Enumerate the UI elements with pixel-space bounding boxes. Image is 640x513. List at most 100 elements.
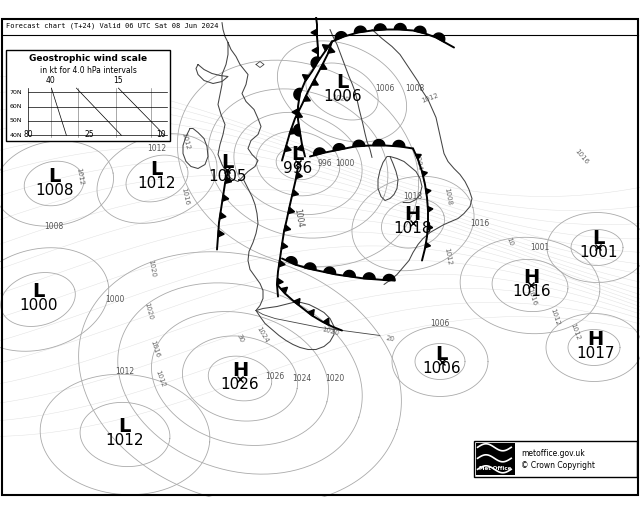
Polygon shape <box>328 47 335 53</box>
Text: 1012: 1012 <box>549 307 561 326</box>
Text: 1012: 1012 <box>154 369 166 388</box>
Text: 1012: 1012 <box>569 322 581 341</box>
Polygon shape <box>394 24 406 30</box>
Text: 1018: 1018 <box>394 222 432 236</box>
Text: 1012: 1012 <box>115 367 134 376</box>
Text: 10: 10 <box>157 130 166 140</box>
Text: 1016: 1016 <box>180 187 190 206</box>
Text: 1026: 1026 <box>221 378 259 392</box>
Text: 70N: 70N <box>10 90 22 94</box>
Polygon shape <box>294 299 300 305</box>
Bar <box>476 443 515 476</box>
Text: 1016: 1016 <box>470 219 490 228</box>
Polygon shape <box>294 88 301 100</box>
Text: 80: 80 <box>24 130 33 140</box>
Text: 996: 996 <box>283 162 312 176</box>
Polygon shape <box>314 148 326 155</box>
Polygon shape <box>323 318 329 325</box>
Polygon shape <box>285 145 291 152</box>
Text: 1012: 1012 <box>106 432 144 448</box>
Polygon shape <box>282 243 288 249</box>
Polygon shape <box>415 154 421 159</box>
Polygon shape <box>373 140 385 146</box>
Text: 1026: 1026 <box>266 372 285 381</box>
Bar <box>474 441 637 477</box>
Text: 1001: 1001 <box>531 243 550 252</box>
Text: 20: 20 <box>385 335 395 342</box>
Text: 1006: 1006 <box>422 361 461 376</box>
Text: 1012: 1012 <box>180 132 190 151</box>
Text: H: H <box>232 361 248 381</box>
Text: 1020: 1020 <box>143 302 153 321</box>
Text: 1012: 1012 <box>444 247 452 266</box>
Polygon shape <box>225 177 232 184</box>
Text: 1016: 1016 <box>149 339 161 358</box>
Text: 1018: 1018 <box>403 192 422 201</box>
Polygon shape <box>308 310 314 317</box>
Polygon shape <box>428 207 433 212</box>
Text: 996: 996 <box>317 159 332 168</box>
Text: 1016: 1016 <box>526 287 538 306</box>
Text: Geostrophic wind scale: Geostrophic wind scale <box>29 54 147 63</box>
Polygon shape <box>428 225 433 230</box>
Text: Forecast chart (T+24) Valid 06 UTC Sat 08 Jun 2024: Forecast chart (T+24) Valid 06 UTC Sat 0… <box>6 23 218 29</box>
Text: L: L <box>592 229 605 248</box>
Text: 1008: 1008 <box>44 222 63 231</box>
Polygon shape <box>383 274 395 281</box>
Polygon shape <box>312 47 318 54</box>
Polygon shape <box>296 172 303 179</box>
Polygon shape <box>277 278 284 285</box>
Text: L: L <box>32 282 45 301</box>
Polygon shape <box>292 109 298 115</box>
Text: 1008: 1008 <box>405 84 424 93</box>
Polygon shape <box>353 140 365 147</box>
Polygon shape <box>303 95 310 101</box>
Text: L: L <box>291 145 304 164</box>
Text: L: L <box>221 152 234 172</box>
Polygon shape <box>220 212 226 219</box>
Polygon shape <box>303 75 309 81</box>
Text: 1008: 1008 <box>444 187 452 206</box>
Text: 60N: 60N <box>10 104 22 109</box>
Text: 15: 15 <box>113 76 124 85</box>
Bar <box>6 50 170 141</box>
Text: 30: 30 <box>236 333 244 344</box>
Polygon shape <box>414 26 426 34</box>
Polygon shape <box>422 171 428 176</box>
Text: 1005: 1005 <box>208 169 246 184</box>
Text: L: L <box>435 345 448 364</box>
Text: 1004: 1004 <box>413 152 422 171</box>
Polygon shape <box>284 225 291 231</box>
Polygon shape <box>294 124 301 136</box>
Text: 1006: 1006 <box>375 84 395 93</box>
Polygon shape <box>363 273 375 279</box>
Polygon shape <box>323 45 329 51</box>
Polygon shape <box>433 33 445 42</box>
Text: H: H <box>523 268 540 287</box>
Text: 1004: 1004 <box>292 208 304 229</box>
Text: 1020: 1020 <box>321 326 339 337</box>
Text: L: L <box>118 417 131 436</box>
Text: 40: 40 <box>45 76 55 85</box>
Text: in kt for 4.0 hPa intervals: in kt for 4.0 hPa intervals <box>40 66 136 75</box>
Text: 40N: 40N <box>10 133 22 138</box>
Text: 1012: 1012 <box>420 93 440 104</box>
Polygon shape <box>218 230 224 237</box>
Text: 1012: 1012 <box>76 167 84 186</box>
Polygon shape <box>320 64 327 69</box>
Text: H: H <box>404 205 421 224</box>
Text: 1020: 1020 <box>331 94 349 103</box>
Text: 10: 10 <box>506 236 515 247</box>
Polygon shape <box>222 195 228 201</box>
Text: 1024: 1024 <box>255 325 269 344</box>
Text: 1000: 1000 <box>335 159 355 168</box>
Text: 1008: 1008 <box>35 183 74 198</box>
Text: 1016: 1016 <box>574 148 590 165</box>
Polygon shape <box>335 32 347 40</box>
Text: 1008: 1008 <box>81 107 90 126</box>
Text: 1017: 1017 <box>576 346 614 361</box>
Polygon shape <box>393 141 405 147</box>
Polygon shape <box>425 242 431 248</box>
Text: 1006: 1006 <box>430 319 450 328</box>
Text: H: H <box>587 330 604 349</box>
